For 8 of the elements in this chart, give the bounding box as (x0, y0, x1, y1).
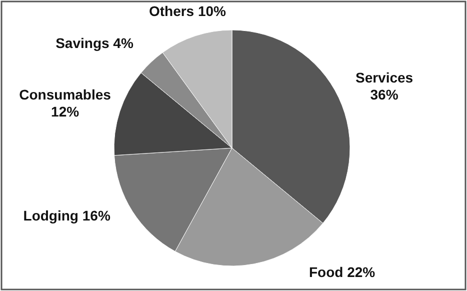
slice-label: Consumables (19, 86, 112, 102)
data-label: 12% (51, 104, 80, 120)
slice-label: Savings 4% (56, 35, 134, 52)
slice-label: Lodging 16% (23, 208, 111, 224)
slice-label: Services (355, 70, 414, 86)
slice-label: Food 22% (308, 264, 376, 280)
data-label: 36% (370, 86, 399, 103)
slice-label: Others 10% (148, 3, 227, 20)
